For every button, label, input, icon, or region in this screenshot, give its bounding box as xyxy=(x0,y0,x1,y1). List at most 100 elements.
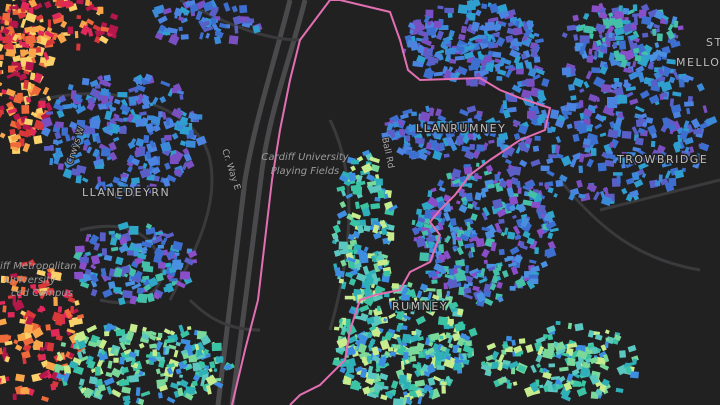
building xyxy=(660,14,669,21)
building xyxy=(513,193,519,197)
building xyxy=(0,54,4,60)
building xyxy=(113,357,119,363)
building xyxy=(554,144,561,154)
building xyxy=(495,36,506,48)
building xyxy=(172,263,184,271)
building xyxy=(669,98,675,107)
building xyxy=(157,15,168,24)
building xyxy=(354,366,363,373)
building xyxy=(535,353,543,363)
building xyxy=(359,202,370,210)
building xyxy=(176,124,184,130)
building xyxy=(446,290,451,298)
building xyxy=(97,384,106,392)
building xyxy=(679,129,689,141)
building xyxy=(369,156,381,164)
building xyxy=(402,351,409,360)
building xyxy=(159,96,167,104)
building xyxy=(124,280,136,287)
building xyxy=(503,227,509,235)
building xyxy=(605,337,610,342)
building xyxy=(101,248,107,256)
building xyxy=(25,34,37,45)
building xyxy=(79,355,89,363)
building xyxy=(421,32,426,37)
building xyxy=(507,106,517,113)
building xyxy=(454,55,465,61)
building xyxy=(456,246,464,256)
building xyxy=(135,270,143,279)
building xyxy=(588,93,598,103)
building xyxy=(339,249,349,255)
building xyxy=(468,35,480,42)
building xyxy=(64,308,73,319)
building xyxy=(436,343,444,352)
building xyxy=(82,144,88,151)
building xyxy=(70,135,79,142)
building xyxy=(455,259,466,268)
building xyxy=(664,170,672,179)
building xyxy=(607,128,619,139)
building xyxy=(407,124,418,133)
building xyxy=(620,58,628,68)
building xyxy=(560,394,572,402)
building xyxy=(202,25,214,33)
building xyxy=(129,225,139,235)
building xyxy=(457,239,464,247)
building xyxy=(620,50,629,56)
building xyxy=(604,329,610,335)
building xyxy=(93,158,104,167)
building xyxy=(686,107,691,115)
building xyxy=(12,112,21,121)
building xyxy=(612,41,618,48)
building xyxy=(100,88,110,96)
building xyxy=(354,262,362,269)
building xyxy=(481,226,491,232)
building xyxy=(690,118,701,129)
building xyxy=(587,329,595,338)
building xyxy=(0,42,4,52)
building xyxy=(480,364,492,371)
building xyxy=(558,375,566,383)
building xyxy=(578,153,585,163)
building xyxy=(175,280,186,289)
building xyxy=(54,131,62,140)
building xyxy=(32,286,39,295)
building xyxy=(599,132,607,138)
building xyxy=(452,333,461,341)
building xyxy=(566,373,574,382)
place-label: LLANEDEYRN xyxy=(82,186,170,199)
building xyxy=(8,65,18,73)
building xyxy=(354,201,360,210)
building xyxy=(654,42,660,49)
building xyxy=(598,33,604,39)
building xyxy=(621,187,628,195)
building xyxy=(658,50,668,58)
building xyxy=(670,40,681,49)
building xyxy=(436,289,443,299)
building xyxy=(350,165,356,172)
building xyxy=(462,345,474,355)
building xyxy=(337,220,341,225)
building xyxy=(496,264,502,272)
building xyxy=(600,83,612,93)
building xyxy=(498,10,510,20)
building xyxy=(214,16,221,21)
building xyxy=(419,252,430,262)
building xyxy=(502,149,509,159)
building xyxy=(180,330,190,339)
building xyxy=(464,44,475,52)
building xyxy=(347,335,358,344)
building xyxy=(645,116,654,124)
building xyxy=(40,57,47,64)
building xyxy=(467,41,477,48)
building xyxy=(135,137,145,148)
building xyxy=(584,147,591,153)
building xyxy=(33,72,43,84)
building xyxy=(407,21,417,30)
building xyxy=(184,392,194,401)
building xyxy=(383,270,391,277)
building xyxy=(149,140,156,149)
building xyxy=(190,8,196,14)
building xyxy=(683,120,690,129)
